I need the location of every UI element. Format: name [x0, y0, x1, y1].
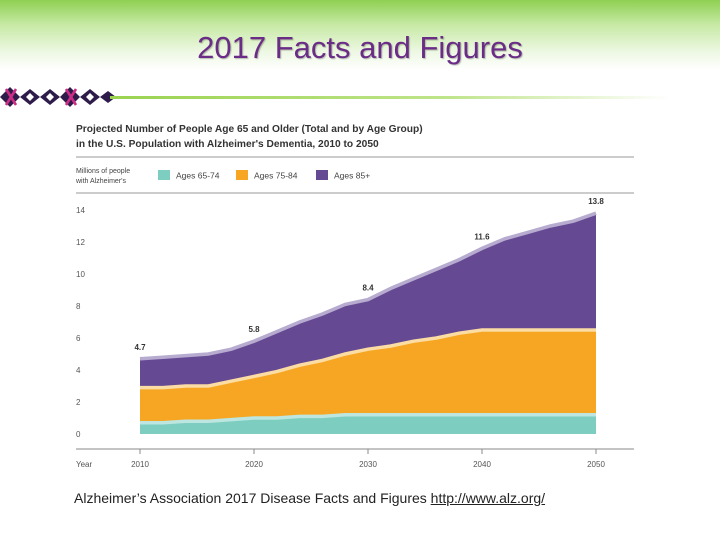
x-tick-label: 2030	[359, 460, 377, 469]
total-data-label: 11.6	[474, 232, 490, 241]
decorative-diamond-border	[0, 87, 116, 107]
y-tick-label: 10	[76, 270, 85, 279]
diamond-ornament-icon	[0, 87, 116, 107]
total-data-label: 5.8	[248, 325, 260, 334]
total-data-label: 4.7	[134, 343, 146, 352]
x-tick-label: 2010	[131, 460, 149, 469]
legend-label-ages-75-84: Ages 75-84	[254, 171, 298, 181]
header-accent-line	[110, 96, 670, 99]
alzheimers-projection-chart: Projected Number of People Age 65 and Ol…	[75, 124, 634, 469]
legend-swatch-ages-65-74	[158, 170, 170, 180]
header-gradient-band	[0, 0, 720, 70]
slide-title: 2017 Facts and Figures	[197, 30, 523, 65]
y-tick-label: 2	[76, 398, 81, 407]
x-axis-title: Year	[76, 460, 93, 469]
legend-swatch-ages-75-84	[236, 170, 248, 180]
chart-title-line-2: in the U.S. Population with Alzheimer's …	[76, 139, 379, 150]
source-caption-text: Alzheimer’s Association 2017 Disease Fac…	[74, 490, 427, 506]
legend-swatch-ages-85-plus	[316, 170, 328, 180]
x-tick-label: 2020	[245, 460, 263, 469]
total-data-label: 13.8	[588, 197, 604, 206]
y-tick-label: 6	[76, 334, 81, 343]
legend-ylabel-line-1: Millions of people	[76, 168, 130, 175]
area-ages-65-74-highlight	[140, 413, 596, 425]
y-tick-label: 4	[76, 366, 81, 375]
y-tick-label: 0	[76, 430, 81, 439]
source-link[interactable]: http://www.alz.org/	[430, 490, 546, 506]
x-tick-label: 2050	[587, 460, 605, 469]
area-ages-75-84-highlight	[140, 328, 596, 390]
y-tick-label: 8	[76, 302, 81, 311]
total-data-label: 8.4	[362, 284, 374, 293]
area-ages-75-84	[140, 330, 596, 423]
y-tick-label: 14	[76, 206, 85, 215]
y-tick-label: 12	[76, 238, 85, 247]
legend-ylabel-line-2: with Alzheimer's	[75, 178, 126, 185]
source-caption: Alzheimer’s Association 2017 Disease Fac…	[74, 490, 545, 506]
chart-title-line-1: Projected Number of People Age 65 and Ol…	[76, 124, 423, 135]
area-ages-85-plus-highlight	[139, 211, 597, 361]
x-tick-label: 2040	[473, 460, 491, 469]
legend-label-ages-85-plus: Ages 85+	[334, 171, 370, 181]
legend-label-ages-65-74: Ages 65-74	[176, 171, 220, 181]
